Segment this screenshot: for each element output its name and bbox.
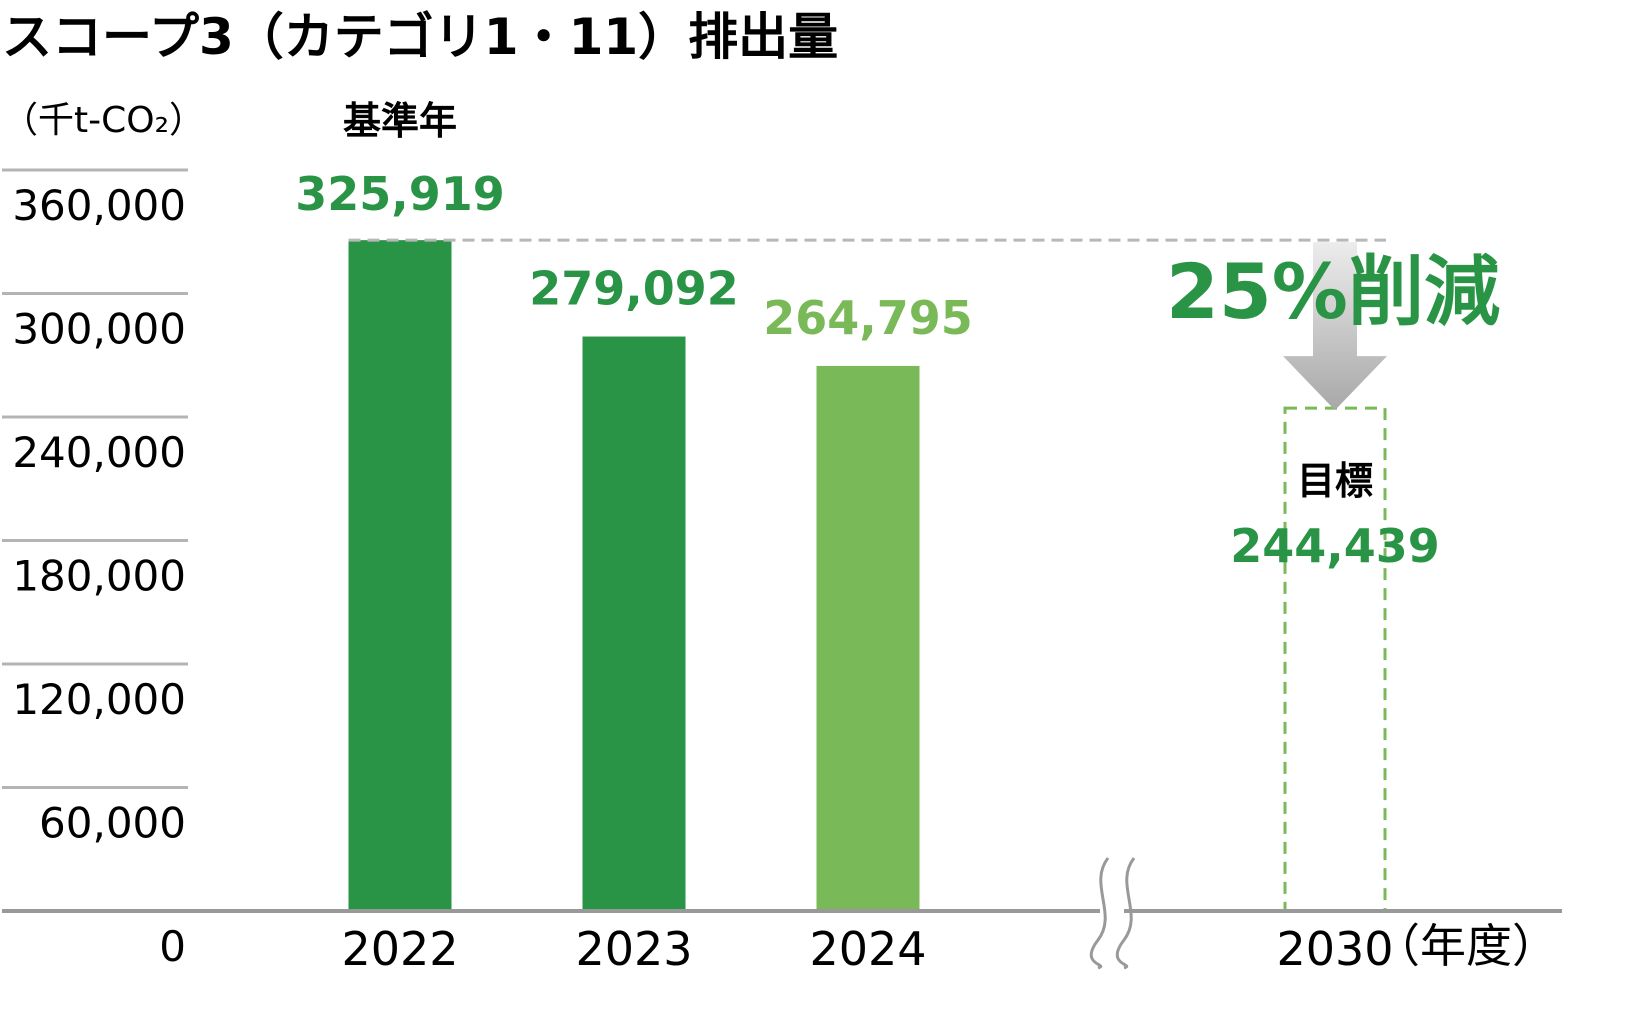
y-tick-label: 180,000: [12, 552, 186, 601]
reduction-arrow-icon: [1283, 242, 1387, 411]
x-unit-label: （年度）: [1374, 919, 1558, 973]
gridlines: [2, 168, 188, 789]
x-tick-label-2023: 2023: [575, 922, 692, 976]
x-tick-labels: 2022 2023 2024 2030: [341, 922, 1393, 976]
data-labels: 325,919 279,092 264,795 244,439: [295, 167, 1440, 573]
y-tick-label: 240,000: [12, 428, 186, 477]
data-label-2030: 244,439: [1230, 519, 1440, 573]
reduction-label: 25%削減: [1166, 247, 1500, 336]
y-tick-label: 120,000: [12, 675, 186, 724]
axis-break-icon: [1089, 857, 1136, 970]
base-year-label: 基準年: [343, 99, 457, 143]
data-label-2023: 279,092: [529, 262, 739, 316]
x-tick-label-2022: 2022: [341, 922, 458, 976]
y-unit-label: （千t-CO₂）: [2, 100, 205, 141]
y-tick-labels: 0 60,000 120,000 180,000 240,000 300,000 360,0…: [12, 181, 186, 971]
y-tick-label: 300,000: [12, 305, 186, 354]
x-tick-label-2030: 2030: [1276, 922, 1393, 976]
bar-2022: [348, 240, 452, 912]
data-label-2022: 325,919: [295, 167, 505, 221]
y-tick-label: 0: [159, 922, 186, 971]
bars: [348, 240, 1387, 913]
y-tick-label: 60,000: [39, 799, 186, 848]
y-tick-label: 360,000: [12, 181, 186, 230]
bar-2024: [816, 365, 920, 911]
bar-2023: [582, 336, 686, 911]
data-label-2024: 264,795: [763, 291, 973, 345]
target-label: 目標: [1297, 459, 1373, 503]
chart-title: スコープ3（カテゴリ1・11）排出量: [2, 8, 838, 66]
x-tick-label-2024: 2024: [809, 922, 926, 976]
